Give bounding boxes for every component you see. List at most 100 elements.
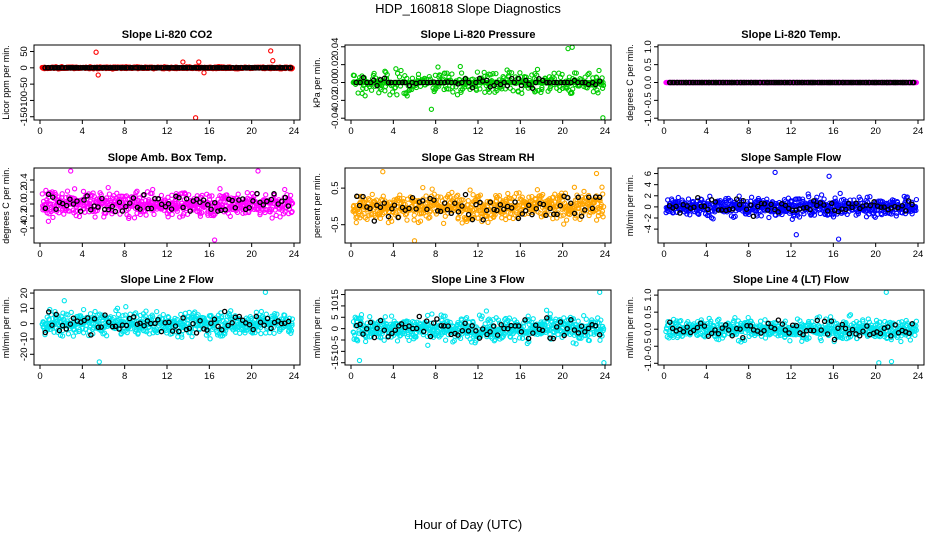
- x-tick-label: 20: [557, 249, 568, 260]
- x-tick-label: 8: [433, 249, 438, 260]
- reference-point: [266, 65, 272, 71]
- reference-point: [515, 75, 522, 82]
- y-tick-label: 0.5: [330, 182, 341, 195]
- y-tick-label: -4: [643, 225, 654, 233]
- scatter-points: [350, 169, 607, 244]
- x-tick-label: 8: [746, 249, 751, 260]
- reference-point: [137, 65, 144, 71]
- reference-point: [141, 192, 147, 198]
- y-tick-label: 0: [643, 204, 654, 209]
- reference-point: [171, 65, 177, 71]
- data-point: [505, 190, 511, 197]
- x-tick-label: 4: [80, 126, 85, 137]
- data-point: [534, 187, 541, 193]
- data-point: [818, 192, 825, 198]
- outlier-point: [211, 237, 218, 243]
- data-point: [70, 333, 77, 339]
- outlier-point: [255, 168, 261, 174]
- data-point: [404, 217, 410, 223]
- x-tick-label: 0: [348, 126, 353, 137]
- outlier-point: [835, 236, 842, 242]
- data-point: [68, 309, 74, 316]
- reference-point: [391, 202, 398, 208]
- y-tick-label: -0.02: [330, 90, 341, 112]
- x-tick-label: 16: [204, 249, 215, 260]
- reference-point: [42, 65, 48, 71]
- reference-point: [287, 65, 294, 71]
- reference-point: [60, 65, 66, 71]
- outlier-point: [196, 59, 202, 65]
- data-point: [561, 221, 567, 227]
- data-point: [446, 86, 452, 92]
- x-tick-label: 12: [473, 126, 484, 137]
- data-point: [467, 187, 473, 193]
- y-axis-label: Licor ppm per min.: [1, 45, 11, 120]
- data-point: [369, 191, 375, 198]
- data-point: [486, 89, 493, 95]
- data-point: [837, 190, 843, 197]
- data-point: [547, 86, 553, 92]
- y-tick-label: -2: [643, 214, 654, 222]
- reference-point: [262, 65, 269, 71]
- data-point: [457, 63, 463, 70]
- x-tick-label: 16: [515, 126, 526, 137]
- reference-point: [371, 218, 378, 224]
- reference-point: [156, 65, 163, 71]
- y-axis-label: kPa per min.: [312, 57, 322, 108]
- data-point: [506, 69, 512, 75]
- outlier-point: [93, 49, 99, 55]
- x-tick-label: 20: [870, 126, 881, 137]
- reference-point: [253, 65, 260, 71]
- data-point: [384, 71, 390, 78]
- reference-point: [354, 193, 360, 200]
- data-point: [411, 212, 417, 218]
- y-tick-label: 0.0: [643, 76, 654, 89]
- data-point: [913, 196, 920, 203]
- outlier-point: [428, 106, 435, 112]
- data-point: [450, 89, 456, 95]
- data-point: [65, 331, 72, 337]
- y-tick-label: -0.5: [643, 92, 654, 108]
- data-point: [444, 70, 450, 76]
- reference-point: [512, 199, 518, 205]
- reference-point: [469, 84, 476, 91]
- outlier-point: [201, 70, 207, 76]
- reference-point: [677, 210, 683, 216]
- outlier-point: [793, 232, 799, 238]
- x-tick-label: 4: [704, 126, 709, 137]
- outlier-point: [565, 45, 571, 52]
- data-point: [581, 188, 587, 195]
- panel-title: Slope Sample Flow: [741, 152, 842, 164]
- reference-point: [230, 65, 237, 71]
- data-point: [442, 70, 448, 77]
- data-point: [394, 92, 400, 98]
- y-tick-label: -50: [19, 77, 30, 91]
- panel-title: Slope Line 2 Flow: [121, 274, 214, 286]
- outlier-point: [268, 48, 274, 54]
- data-point: [449, 189, 455, 196]
- outlier-point: [826, 173, 832, 179]
- reference-point: [250, 65, 256, 71]
- reference-point: [187, 208, 193, 214]
- data-point: [474, 69, 481, 75]
- x-tick-label: 12: [162, 126, 173, 137]
- data-point: [482, 73, 488, 79]
- reference-point: [845, 200, 852, 207]
- reference-point: [236, 65, 242, 71]
- x-tick-label: 8: [433, 126, 438, 137]
- x-tick-label: 20: [246, 126, 257, 137]
- outlier-point: [411, 238, 418, 244]
- data-point: [538, 89, 544, 96]
- x-tick-label: 0: [348, 249, 353, 260]
- x-tick-label: 4: [391, 249, 396, 260]
- data-point: [154, 308, 160, 315]
- reference-point: [271, 65, 277, 71]
- plot-box: [33, 44, 301, 121]
- reference-point: [540, 201, 547, 208]
- x-tick-label: 0: [37, 126, 42, 137]
- outlier-point: [772, 169, 778, 176]
- data-point: [458, 70, 465, 76]
- y-axis-label: ml/min per min.: [625, 175, 635, 237]
- data-point: [440, 220, 447, 227]
- y-tick-label: 2: [643, 193, 654, 198]
